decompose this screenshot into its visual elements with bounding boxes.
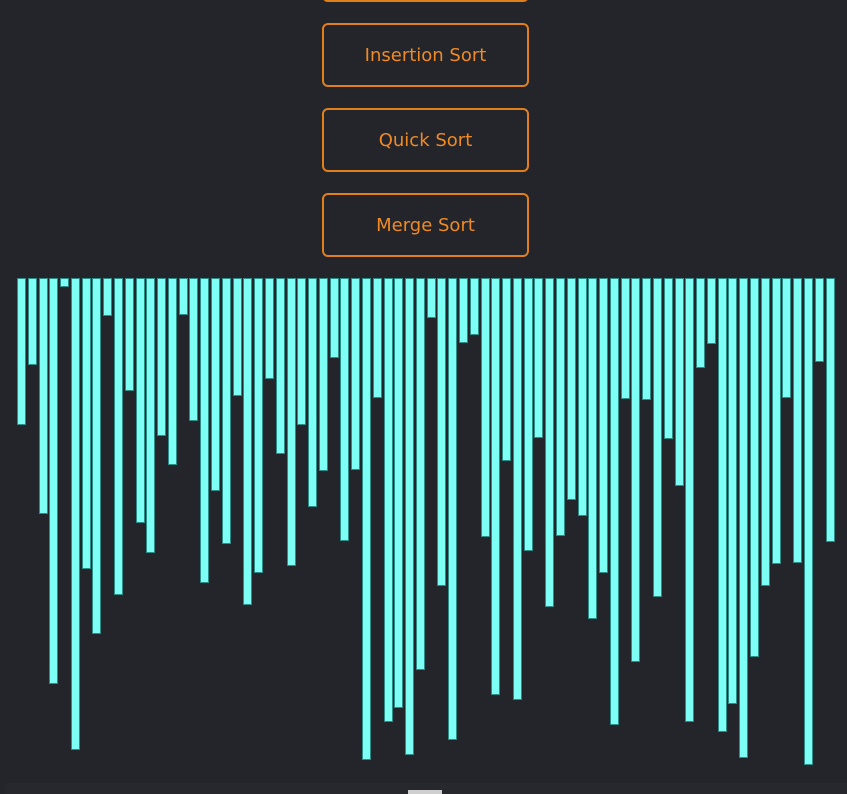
array-bar bbox=[793, 278, 802, 563]
array-bar bbox=[416, 278, 425, 670]
array-bar bbox=[826, 278, 835, 542]
quick-sort-button[interactable]: Quick Sort bbox=[322, 108, 529, 172]
array-bar bbox=[707, 278, 716, 344]
array-bar bbox=[513, 278, 522, 700]
array-bar bbox=[384, 278, 393, 722]
array-bar bbox=[189, 278, 198, 421]
sort-button-clipped[interactable] bbox=[322, 0, 529, 2]
array-bar bbox=[804, 278, 813, 765]
array-bar bbox=[330, 278, 339, 358]
horizontal-scrollbar[interactable] bbox=[6, 783, 847, 794]
array-bar bbox=[71, 278, 80, 750]
array-bar bbox=[750, 278, 759, 657]
array-bar bbox=[772, 278, 781, 564]
array-bar bbox=[685, 278, 694, 722]
array-bar bbox=[448, 278, 457, 740]
array-bar bbox=[459, 278, 468, 343]
array-bar bbox=[222, 278, 231, 544]
array-bar bbox=[610, 278, 619, 725]
array-bar bbox=[567, 278, 576, 500]
array-bar bbox=[82, 278, 91, 569]
array-bar bbox=[556, 278, 565, 536]
array-bar bbox=[502, 278, 511, 461]
array-bar bbox=[200, 278, 209, 583]
array-bar bbox=[470, 278, 479, 335]
array-bar bbox=[265, 278, 274, 379]
array-bar bbox=[146, 278, 155, 553]
array-bar bbox=[761, 278, 770, 586]
array-bar bbox=[642, 278, 651, 400]
array-bar bbox=[588, 278, 597, 619]
array-bar bbox=[340, 278, 349, 541]
array-bar bbox=[168, 278, 177, 465]
array-bar bbox=[114, 278, 123, 595]
array-bar bbox=[308, 278, 317, 507]
array-bar bbox=[718, 278, 727, 732]
array-bar bbox=[297, 278, 306, 425]
array-bar bbox=[373, 278, 382, 398]
array-bar bbox=[103, 278, 112, 316]
array-bar bbox=[287, 278, 296, 566]
array-bar bbox=[28, 278, 37, 365]
array-bar bbox=[653, 278, 662, 597]
array-bar bbox=[254, 278, 263, 573]
array-bar bbox=[664, 278, 673, 439]
array-bar bbox=[60, 278, 69, 287]
array-bar bbox=[362, 278, 371, 760]
array-bar bbox=[599, 278, 608, 573]
array-bar bbox=[405, 278, 414, 755]
array-bar bbox=[17, 278, 26, 425]
array-bars bbox=[17, 278, 835, 778]
scrollbar-thumb[interactable] bbox=[408, 790, 442, 794]
array-bar bbox=[351, 278, 360, 470]
array-bar bbox=[243, 278, 252, 605]
array-bar bbox=[534, 278, 543, 438]
array-bar bbox=[233, 278, 242, 396]
array-bar bbox=[696, 278, 705, 368]
array-bar bbox=[578, 278, 587, 516]
array-bar bbox=[739, 278, 748, 758]
array-bar bbox=[621, 278, 630, 399]
array-bar bbox=[92, 278, 101, 634]
array-bar bbox=[631, 278, 640, 662]
array-bar bbox=[179, 278, 188, 315]
array-bar bbox=[136, 278, 145, 523]
array-bar bbox=[728, 278, 737, 704]
array-bar bbox=[394, 278, 403, 708]
array-bar bbox=[782, 278, 791, 398]
array-bar bbox=[481, 278, 490, 537]
array-bar bbox=[524, 278, 533, 551]
array-bar bbox=[675, 278, 684, 486]
array-bar bbox=[211, 278, 220, 491]
array-bar bbox=[157, 278, 166, 436]
array-bar bbox=[39, 278, 48, 514]
array-bar bbox=[491, 278, 500, 695]
array-bar bbox=[49, 278, 58, 684]
array-bar bbox=[276, 278, 285, 454]
merge-sort-button[interactable]: Merge Sort bbox=[322, 193, 529, 257]
array-bar bbox=[815, 278, 824, 362]
insertion-sort-button[interactable]: Insertion Sort bbox=[322, 23, 529, 87]
array-bar bbox=[427, 278, 436, 318]
array-bar bbox=[545, 278, 554, 607]
array-bar bbox=[125, 278, 134, 391]
array-bar bbox=[437, 278, 446, 586]
array-bar bbox=[319, 278, 328, 471]
